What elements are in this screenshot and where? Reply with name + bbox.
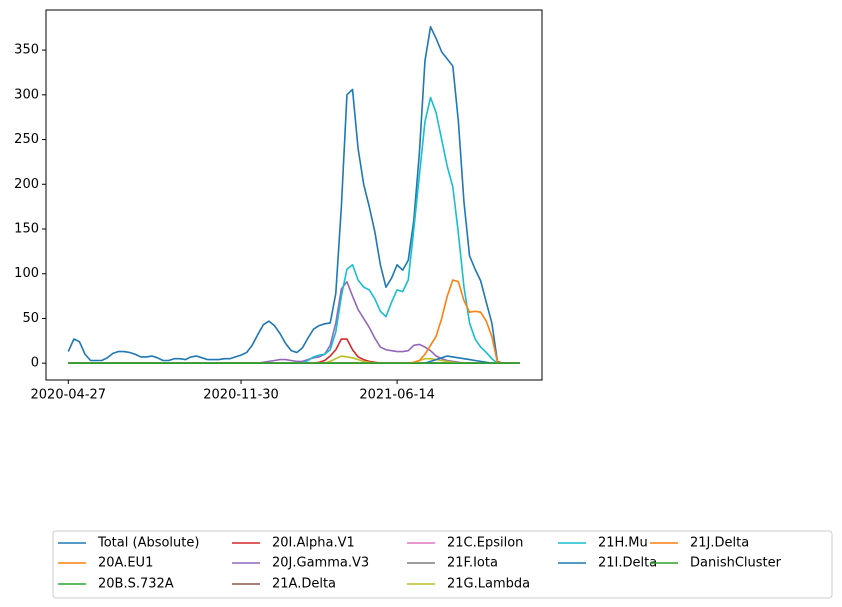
- legend-label: 20I.Alpha.V1: [272, 536, 355, 551]
- x-tick-label: 2020-04-27: [31, 388, 107, 403]
- legend-label: 21F.Iota: [447, 556, 498, 571]
- legend-label: 21G.Lambda: [447, 577, 530, 592]
- y-tick-label: 250: [14, 132, 39, 147]
- axes-frame: [45, 9, 543, 381]
- x-tick-label: 2021-06-14: [359, 388, 435, 403]
- legend-label: 21H.Mu: [598, 536, 648, 551]
- y-tick-label: 350: [14, 43, 39, 58]
- legend-label: Total (Absolute): [97, 536, 199, 551]
- y-tick-label: 200: [14, 177, 39, 192]
- legend-label: 20A.EU1: [98, 556, 153, 571]
- y-tick-label: 150: [14, 221, 39, 236]
- plot-area: [67, 26, 520, 364]
- legend-box: [52, 530, 833, 599]
- legend-label: 21J.Delta: [690, 536, 749, 551]
- legend-label: 21A.Delta: [272, 577, 336, 592]
- y-tick-label: 0: [31, 356, 39, 371]
- y-tick-label: 300: [14, 87, 39, 102]
- series-line: [68, 279, 520, 364]
- x-tick-label: 2020-11-30: [203, 388, 279, 403]
- legend-label: 21I.Delta: [598, 556, 657, 571]
- legend-label: 21C.Epsilon: [447, 536, 523, 551]
- y-tick-label: 50: [22, 311, 39, 326]
- series-line: [68, 96, 520, 364]
- y-tick-label: 100: [14, 266, 39, 281]
- legend-label: 20J.Gamma.V3: [272, 556, 369, 571]
- legend-label: DanishCluster: [690, 556, 782, 571]
- series-line: [67, 26, 520, 364]
- legend-label: 20B.S.732A: [98, 577, 174, 592]
